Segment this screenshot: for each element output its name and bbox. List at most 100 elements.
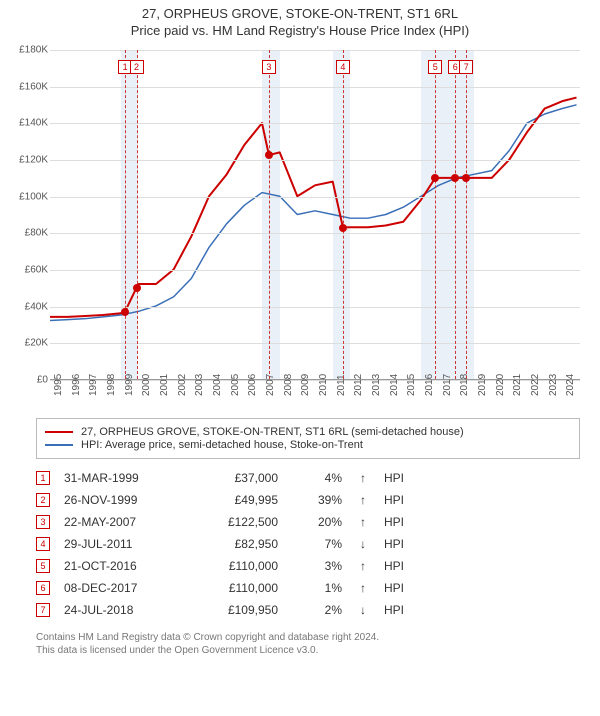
x-tick-label: 1998 (106, 374, 117, 396)
row-pct: 39% (292, 493, 342, 507)
legend: 27, ORPHEUS GROVE, STOKE-ON-TRENT, ST1 6… (36, 418, 580, 459)
row-index: 7 (36, 603, 50, 617)
row-hpi-label: HPI (384, 493, 414, 507)
row-price: £110,000 (198, 581, 278, 595)
row-index: 2 (36, 493, 50, 507)
row-price: £82,950 (198, 537, 278, 551)
sale-dot (265, 151, 273, 159)
row-index: 1 (36, 471, 50, 485)
row-arrow-icon: ↑ (356, 515, 370, 529)
gridline-h (50, 123, 580, 124)
row-price: £37,000 (198, 471, 278, 485)
x-tick-label: 2003 (194, 374, 205, 396)
sale-vline (343, 50, 344, 379)
y-tick-label: £40K (8, 301, 48, 312)
sale-marker: 5 (428, 60, 442, 74)
gridline-h (50, 307, 580, 308)
row-arrow-icon: ↓ (356, 603, 370, 617)
row-index: 3 (36, 515, 50, 529)
row-date: 21-OCT-2016 (64, 559, 184, 573)
x-tick-label: 2010 (318, 374, 329, 396)
x-tick-label: 2018 (459, 374, 470, 396)
row-pct: 20% (292, 515, 342, 529)
legend-swatch (45, 431, 73, 433)
gridline-h (50, 270, 580, 271)
legend-label: 27, ORPHEUS GROVE, STOKE-ON-TRENT, ST1 6… (81, 426, 464, 438)
row-price: £109,950 (198, 603, 278, 617)
row-hpi-label: HPI (384, 515, 414, 529)
sale-vline (137, 50, 138, 379)
y-tick-label: £0 (8, 375, 48, 386)
row-index: 5 (36, 559, 50, 573)
row-arrow-icon: ↑ (356, 559, 370, 573)
x-tick-label: 2023 (548, 374, 559, 396)
x-tick-label: 2024 (565, 374, 576, 396)
table-row: 4 29-JUL-2011 £82,950 7% ↓ HPI (36, 533, 580, 555)
x-tick-label: 2006 (247, 374, 258, 396)
footer-line1: Contains HM Land Registry data © Crown c… (36, 631, 580, 644)
x-tick-label: 2007 (265, 374, 276, 396)
sales-table: 131-MAR-1999£37,0004%↑HPI226-NOV-1999£49… (36, 467, 580, 621)
hpi-line (50, 105, 577, 321)
gridline-h (50, 197, 580, 198)
legend-item: 27, ORPHEUS GROVE, STOKE-ON-TRENT, ST1 6… (45, 426, 571, 438)
row-arrow-icon: ↑ (356, 581, 370, 595)
row-hpi-label: HPI (384, 603, 414, 617)
y-tick-label: £60K (8, 265, 48, 276)
x-tick-label: 2008 (283, 374, 294, 396)
row-arrow-icon: ↑ (356, 471, 370, 485)
x-tick-label: 2013 (371, 374, 382, 396)
sale-vline (269, 50, 270, 379)
row-arrow-icon: ↓ (356, 537, 370, 551)
table-row: 131-MAR-1999£37,0004%↑HPI (36, 467, 580, 489)
y-tick-label: £160K (8, 81, 48, 92)
gridline-h (50, 50, 580, 51)
row-pct: 2% (292, 603, 342, 617)
x-tick-label: 2020 (495, 374, 506, 396)
table-row: 322-MAY-2007£122,50020%↑HPI (36, 511, 580, 533)
sale-marker: 4 (336, 60, 350, 74)
sale-dot (431, 174, 439, 182)
sale-marker: 3 (262, 60, 276, 74)
x-tick-label: 2001 (159, 374, 170, 396)
legend-label: HPI: Average price, semi-detached house,… (81, 439, 363, 451)
x-tick-label: 2017 (442, 374, 453, 396)
property-line (50, 98, 577, 317)
gridline-h (50, 160, 580, 161)
row-hpi-label: HPI (384, 559, 414, 573)
y-tick-label: £20K (8, 338, 48, 349)
x-tick-label: 2002 (177, 374, 188, 396)
x-tick-label: 2021 (512, 374, 523, 396)
row-hpi-label: HPI (384, 537, 414, 551)
legend-item: HPI: Average price, semi-detached house,… (45, 439, 571, 451)
row-pct: 3% (292, 559, 342, 573)
x-tick-label: 2019 (477, 374, 488, 396)
sale-vline (435, 50, 436, 379)
x-tick-label: 2000 (141, 374, 152, 396)
x-tick-label: 2004 (212, 374, 223, 396)
row-index: 4 (36, 537, 50, 551)
row-date: 26-NOV-1999 (64, 493, 184, 507)
line-layer (50, 50, 580, 379)
table-row: 724-JUL-2018£109,9502%↓HPI (36, 599, 580, 621)
plot-area: £0£20K£40K£60K£80K£100K£120K£140K£160K£1… (50, 50, 580, 380)
x-tick-label: 2011 (336, 374, 347, 396)
title: 27, ORPHEUS GROVE, STOKE-ON-TRENT, ST1 6… (0, 6, 600, 21)
subtitle: Price paid vs. HM Land Registry's House … (0, 23, 600, 38)
row-date: 31-MAR-1999 (64, 471, 184, 485)
sale-dot (121, 308, 129, 316)
row-pct: 1% (292, 581, 342, 595)
row-price: £49,995 (198, 493, 278, 507)
row-price: £110,000 (198, 559, 278, 573)
gridline-h (50, 233, 580, 234)
legend-swatch (45, 444, 73, 446)
row-arrow-icon: ↑ (356, 493, 370, 507)
row-date: 29-JUL-2011 (64, 537, 184, 551)
footer: Contains HM Land Registry data © Crown c… (36, 631, 580, 657)
sale-dot (339, 224, 347, 232)
y-tick-label: £120K (8, 155, 48, 166)
gridline-h (50, 87, 580, 88)
row-pct: 7% (292, 537, 342, 551)
chart: £0£20K£40K£60K£80K£100K£120K£140K£160K£1… (36, 42, 596, 412)
x-tick-label: 1996 (71, 374, 82, 396)
